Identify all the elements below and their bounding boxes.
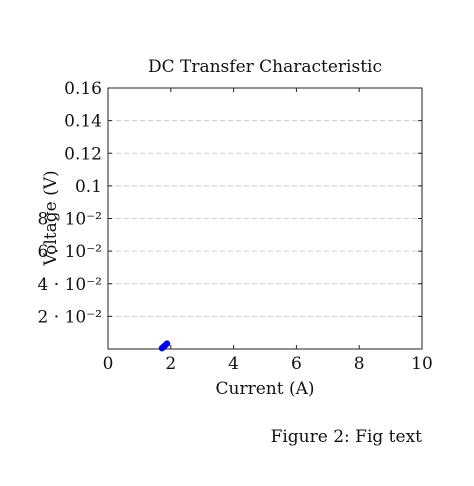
y-tick-label: 6 · 10⁻²	[38, 242, 102, 262]
figure-caption: Figure 2: Fig text	[270, 427, 422, 447]
y-axis: 2 · 10⁻² 4 · 10⁻² 6 · 10⁻² 8 · 10⁻² 0.1 0.12 0…	[38, 79, 422, 327]
x-tick-label: 6	[291, 354, 302, 374]
y-axis-label: Voltage (V)	[41, 170, 61, 266]
y-tick-label: 2 · 10⁻²	[38, 307, 102, 327]
gridlines	[108, 120, 422, 317]
data-points	[158, 340, 171, 352]
chart-title: DC Transfer Characteristic	[148, 57, 382, 77]
x-tick-label: 2	[165, 354, 176, 374]
y-tick-label: 0.16	[64, 79, 102, 99]
x-axis-label: Current (A)	[216, 379, 315, 399]
y-tick-label: 4 · 10⁻²	[38, 275, 102, 295]
x-tick-label: 8	[354, 354, 365, 374]
y-tick-label: 0.12	[64, 144, 102, 164]
x-tick-label: 4	[228, 354, 239, 374]
y-tick-label: 0.1	[75, 177, 102, 197]
y-tick-label: 0.14	[64, 112, 102, 132]
x-tick-label: 10	[411, 354, 433, 374]
data-point	[163, 340, 171, 347]
x-axis: 0 2 4 6 8 10	[103, 88, 433, 374]
x-tick-label: 0	[103, 354, 114, 374]
y-tick-label: 8 · 10⁻²	[38, 210, 102, 230]
